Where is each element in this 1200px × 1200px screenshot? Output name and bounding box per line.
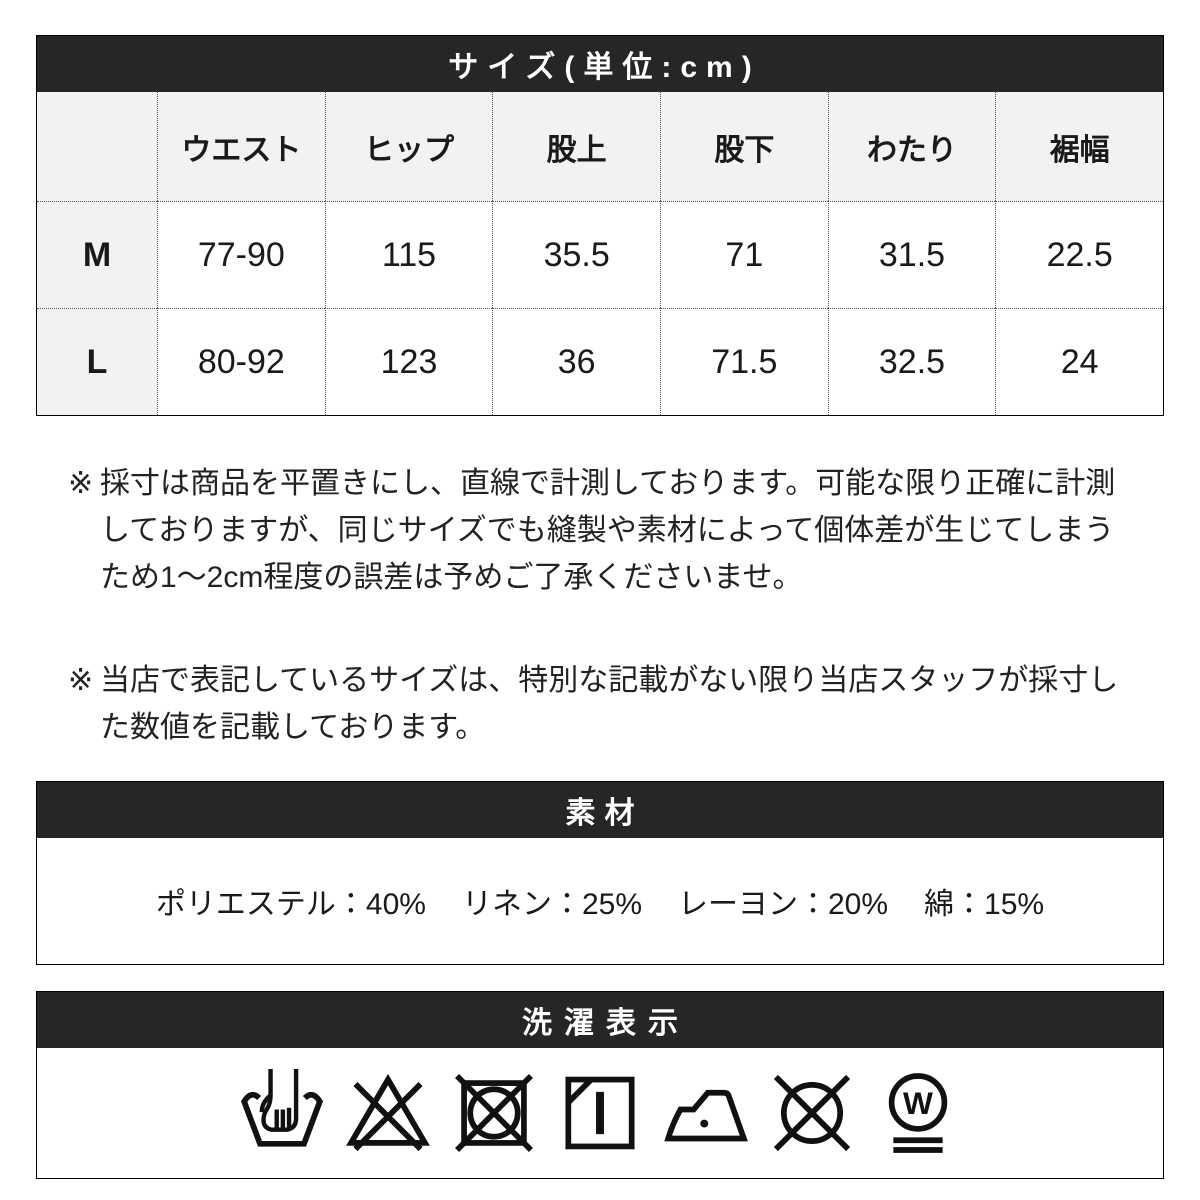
size-table-col-hip: ヒップ (324, 92, 493, 201)
size-table-row-label-l: L (37, 308, 157, 415)
iron-low-one-dot-icon (664, 1089, 748, 1142)
size-table-corner-cell (37, 92, 157, 201)
table-cell-l-waist: 80-92 (157, 308, 325, 415)
table-cell-l-hem: 24 (995, 308, 1163, 415)
care-section-title: 洗濯表示 (522, 1007, 690, 1040)
measurement-notes: ※ 採寸は商品を平置きにし、直線で計測しております。可能な限り正確に計測しており… (68, 460, 1130, 751)
note-marker: ※ (68, 467, 94, 500)
svg-text:W: W (903, 1085, 933, 1121)
note-text: 当店で表記しているサイズは、特別な記載がない限り当店スタッフが採寸した数値を記載… (100, 664, 1119, 744)
size-table-col-rise: 股上 (492, 92, 660, 201)
line-dry-in-shade-icon (565, 1076, 635, 1150)
note-marker: ※ (68, 664, 94, 697)
note-staff-measured: ※ 当店で表記しているサイズは、特別な記載がない限り当店スタッフが採寸した数値を… (68, 657, 1130, 751)
material-section-title: 素材 (565, 797, 644, 830)
table-cell-l-thigh: 32.5 (827, 308, 996, 415)
material-part-rayon: レーヨン：20% (678, 888, 889, 921)
wet-clean-gentle-icon: W (888, 1073, 948, 1153)
size-section-title: サイズ(単位:cm) (448, 51, 761, 84)
care-section-header-bar: 洗濯表示 (37, 992, 1163, 1048)
note-measurement-accuracy: ※ 採寸は商品を平置きにし、直線で計測しております。可能な限り正確に計測しており… (68, 460, 1130, 601)
table-cell-m-hem: 22.5 (995, 201, 1163, 308)
note-text: 採寸は商品を平置きにし、直線で計測しております。可能な限り正確に計測しております… (100, 467, 1116, 594)
material-section: 素材 ポリエステル：40% リネン：25% レーヨン：20% 綿：15% (36, 781, 1164, 965)
material-composition: ポリエステル：40% リネン：25% レーヨン：20% 綿：15% (37, 838, 1163, 964)
size-table-col-inseam: 股下 (660, 92, 828, 201)
table-cell-l-rise: 36 (492, 308, 660, 415)
material-part-polyester: ポリエステル：40% (155, 888, 426, 921)
table-cell-l-hip: 123 (324, 308, 493, 415)
do-not-bleach-icon (346, 1073, 430, 1152)
size-table-col-hem: 裾幅 (995, 92, 1163, 201)
size-section: サイズ(単位:cm) ウエスト ヒップ 股上 股下 わたり 裾幅 M 77-90… (36, 35, 1164, 416)
table-cell-m-hip: 115 (324, 201, 493, 308)
hand-wash-icon (240, 1069, 324, 1147)
table-cell-l-inseam: 71.5 (660, 308, 828, 415)
table-cell-m-rise: 35.5 (492, 201, 660, 308)
material-section-header-bar: 素材 (37, 782, 1163, 838)
size-table-col-thigh: わたり (827, 92, 996, 201)
care-icons-row: W (37, 1048, 1163, 1178)
table-cell-m-inseam: 71 (660, 201, 828, 308)
care-section: 洗濯表示 (36, 991, 1164, 1179)
do-not-dry-clean-icon (773, 1074, 851, 1152)
size-section-header-bar: サイズ(単位:cm) (37, 36, 1163, 92)
table-cell-m-waist: 77-90 (157, 201, 325, 308)
size-table-col-waist: ウエスト (157, 92, 325, 201)
material-part-cotton: 綿：15% (924, 888, 1045, 921)
material-part-linen: リネン：25% (461, 888, 642, 921)
size-table: ウエスト ヒップ 股上 股下 わたり 裾幅 M 77-90 115 35.5 7… (37, 92, 1163, 415)
size-table-row-label-m: M (37, 201, 157, 308)
table-cell-m-thigh: 31.5 (827, 201, 996, 308)
do-not-tumble-dry-icon (455, 1074, 533, 1152)
